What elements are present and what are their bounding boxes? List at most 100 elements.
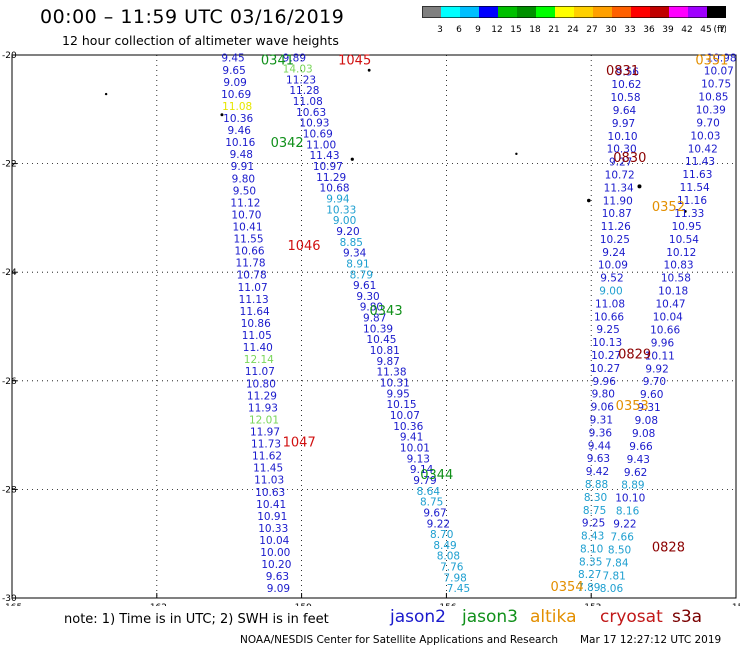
scale-swatch (498, 6, 517, 18)
swh-value-label: 8.85 (340, 237, 363, 249)
pass-time-label: 0828 (652, 540, 685, 555)
island-marker (367, 68, 371, 72)
swh-value-label: 9.65 (222, 65, 245, 77)
x-tick-label: -162 (147, 603, 167, 606)
swh-value-label: 10.18 (658, 286, 688, 298)
swh-value-label: 11.33 (674, 208, 704, 220)
swh-value-label: 9.52 (600, 273, 623, 285)
swh-value-label: 12.14 (244, 354, 274, 366)
swh-value-label: 10.04 (653, 312, 683, 324)
swh-value-label: 9.48 (230, 149, 253, 161)
pass-time-label: 1046 (287, 239, 320, 254)
swh-value-label: 9.25 (596, 324, 619, 336)
swh-value-label: 9.92 (645, 363, 668, 375)
swh-value-label: 10.69 (221, 89, 251, 101)
swh-value-label: 10.81 (370, 345, 400, 357)
swh-value-label: 11.43 (309, 150, 339, 162)
swh-value-label: 9.60 (640, 389, 663, 401)
swh-value-label: 11.05 (242, 330, 272, 342)
swh-value-label: 10.86 (241, 318, 271, 330)
swh-value-label: 8.35 (579, 556, 602, 568)
swh-value-label: 10.83 (664, 260, 694, 272)
footer-credit: NOAA/NESDIS Center for Satellite Applica… (240, 634, 558, 646)
scale-tick-label: 24 (567, 25, 579, 34)
swh-value-label: 9.30 (356, 291, 379, 303)
swh-value-label: 8.06 (600, 583, 624, 595)
y-tick-label: -22 (2, 160, 17, 170)
swh-value-label: 10.54 (669, 234, 699, 246)
swh-value-label: 7.45 (447, 583, 470, 595)
swh-value-label: 11.08 (222, 101, 252, 113)
swh-value-label: 7.98 (443, 572, 466, 584)
swh-value-label: 14.03 (283, 64, 313, 76)
swh-value-label: 9.22 (613, 519, 636, 531)
legend-altika: altika (530, 607, 577, 627)
swh-value-label: 10.13 (592, 337, 622, 349)
chart-title: 00:00 – 11:59 UTC 03/16/2019 (40, 6, 345, 28)
swh-value-label: 11.29 (316, 172, 346, 184)
swh-value-label: 11.64 (240, 306, 270, 318)
y-tick-label: -26 (2, 377, 17, 387)
swh-value-label: 8.75 (583, 505, 606, 517)
legend-cryosat: cryosat (600, 607, 663, 627)
swh-value-label: 9.22 (427, 518, 450, 530)
scale-swatch (593, 6, 612, 18)
plot-frame (11, 54, 737, 599)
wave-height-color-scale: 36912151821242730333639424570(ft) (422, 6, 726, 34)
swh-value-label: 9.09 (267, 583, 290, 595)
scale-swatch (536, 6, 555, 18)
swh-value-label: 11.54 (680, 182, 710, 194)
swh-value-label: 11.73 (251, 439, 281, 451)
x-tick-label: -159 (291, 603, 312, 606)
swh-value-label: 9.14 (410, 464, 434, 476)
swh-value-label: 10.85 (698, 92, 728, 104)
swh-value-label: 11.16 (677, 195, 707, 207)
pass-time-label: 0351 (695, 53, 728, 68)
scale-swatch (688, 6, 707, 18)
swh-value-label: 11.63 (682, 169, 712, 181)
swh-value-label: 11.29 (247, 390, 277, 402)
scale-swatch (555, 6, 574, 18)
scale-tick-label: 27 (586, 25, 597, 34)
scale-tick-label: 36 (643, 25, 655, 34)
swh-value-label: 9.87 (376, 356, 399, 368)
swh-value-label: 10.09 (598, 260, 628, 272)
pass-time-label: 0830 (613, 151, 646, 166)
swh-value-label: 10.04 (259, 535, 289, 547)
swh-value-label: 8.30 (584, 492, 607, 504)
swh-value-label: 11.26 (601, 221, 631, 233)
swh-value-label: 9.80 (592, 389, 615, 401)
scale-tick-label: 12 (491, 25, 502, 34)
scale-swatch (441, 6, 460, 18)
scale-tick-label: 15 (510, 25, 521, 34)
swh-value-label: 9.63 (266, 571, 289, 583)
swh-value-label: 10.27 (591, 350, 621, 362)
swh-value-label: 10.70 (231, 209, 261, 221)
swh-value-label: 9.96 (651, 337, 675, 349)
scale-tick-label: 6 (456, 25, 462, 34)
y-tick-label: -24 (2, 268, 17, 278)
scale-swatch (517, 6, 536, 18)
scale-tick-label: 45 (700, 25, 711, 34)
swh-value-label: 10.39 (363, 323, 393, 335)
swh-value-label: 10.36 (393, 421, 423, 433)
swh-value-label: 11.28 (289, 85, 319, 97)
swh-value-label: 10.27 (590, 363, 620, 375)
scale-tick-label: 33 (624, 25, 635, 34)
swh-value-label: 10.75 (701, 79, 731, 91)
swh-value-label: 9.25 (582, 518, 605, 530)
scale-tick-label: 3 (437, 25, 443, 34)
swh-value-label: 10.42 (688, 143, 718, 155)
swh-value-label: 11.13 (239, 294, 269, 306)
swh-value-label: 9.46 (228, 125, 252, 137)
island-marker (637, 184, 642, 189)
footer-date: Mar 17 12:27:12 UTC 2019 (580, 634, 722, 646)
swh-value-label: 8.70 (430, 529, 453, 541)
swh-value-label: 10.10 (608, 131, 638, 143)
pass-time-label: 0342 (271, 136, 304, 151)
scale-tick-label: 21 (548, 25, 559, 34)
swh-value-label: 10.87 (602, 208, 632, 220)
swh-value-label: 9.80 (232, 173, 255, 185)
swh-value-label: 11.12 (230, 197, 260, 209)
swh-value-label: 10.62 (611, 79, 641, 91)
